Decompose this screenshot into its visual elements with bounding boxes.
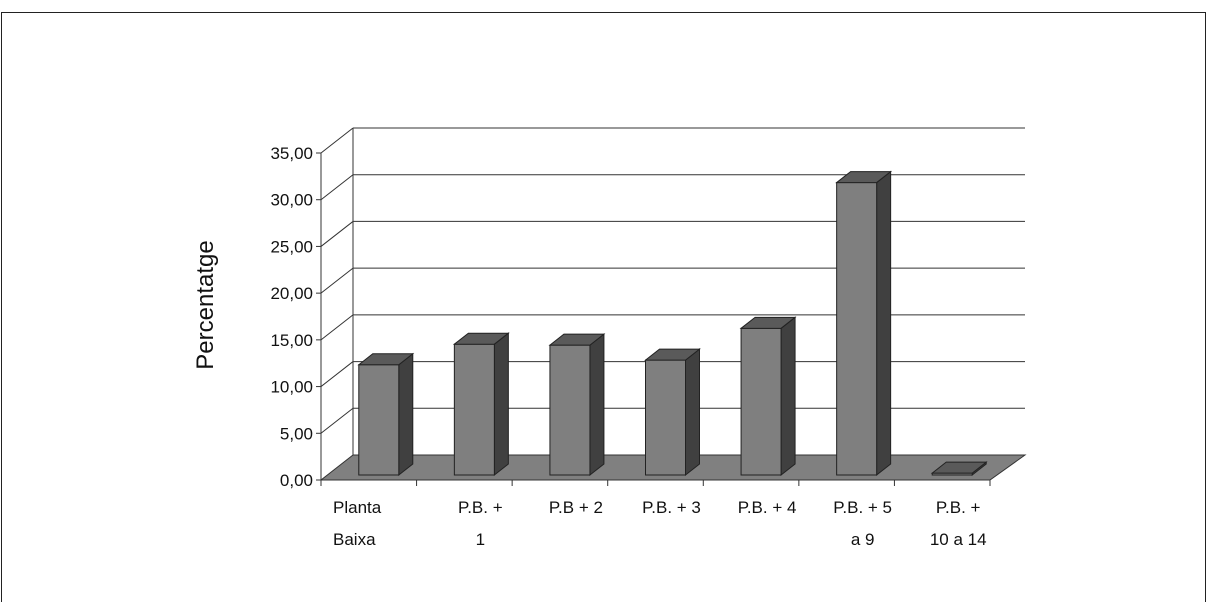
bar — [645, 359, 686, 476]
y-tick-label: 5,00 — [280, 424, 313, 443]
x-tick-label: P.B. + 4 — [738, 498, 797, 517]
gridline-side — [320, 267, 354, 294]
y-tick-label: 10,00 — [270, 378, 313, 397]
gridline-side — [320, 314, 354, 341]
y-tick-label: 35,00 — [270, 144, 313, 163]
bar-top — [739, 316, 797, 329]
bar-top — [548, 333, 606, 346]
y-tick-label: 0,00 — [280, 471, 313, 490]
bar-side — [876, 170, 892, 477]
bar — [453, 343, 495, 476]
bar-top — [644, 348, 701, 361]
y-tick-label: 15,00 — [270, 331, 313, 350]
gridline-side — [320, 221, 354, 247]
y-tick-label: 30,00 — [270, 191, 313, 210]
bar — [549, 344, 591, 476]
gridline-side — [320, 174, 354, 201]
bar — [358, 364, 400, 476]
x-tick-label: P.B. + 3 — [642, 498, 701, 517]
bar-top — [930, 461, 988, 474]
bar-top — [357, 353, 415, 366]
y-axis-label: Percentatge — [192, 240, 219, 369]
bar-top — [835, 171, 893, 184]
bar-side — [780, 316, 796, 477]
bar-side — [589, 333, 605, 477]
chart-frame — [1, 12, 1206, 602]
x-tick-label: P.B. +1 — [458, 498, 503, 549]
x-tick-label: P.B. +10 a 14 — [930, 498, 987, 549]
bar — [836, 182, 878, 476]
gridline-side — [320, 127, 354, 154]
bar — [740, 327, 782, 476]
bar-top — [452, 332, 510, 345]
bar-side — [685, 348, 700, 477]
y-tick-label: 20,00 — [270, 284, 313, 303]
gridline-side — [320, 361, 354, 387]
bar-side — [493, 332, 509, 477]
bar-side — [398, 352, 414, 477]
x-tick-label: Planta Baixa — [333, 498, 382, 549]
y-tick-label: 25,00 — [270, 237, 313, 256]
x-tick-label: P.B + 2 — [549, 498, 603, 517]
gridline-side — [320, 407, 354, 434]
